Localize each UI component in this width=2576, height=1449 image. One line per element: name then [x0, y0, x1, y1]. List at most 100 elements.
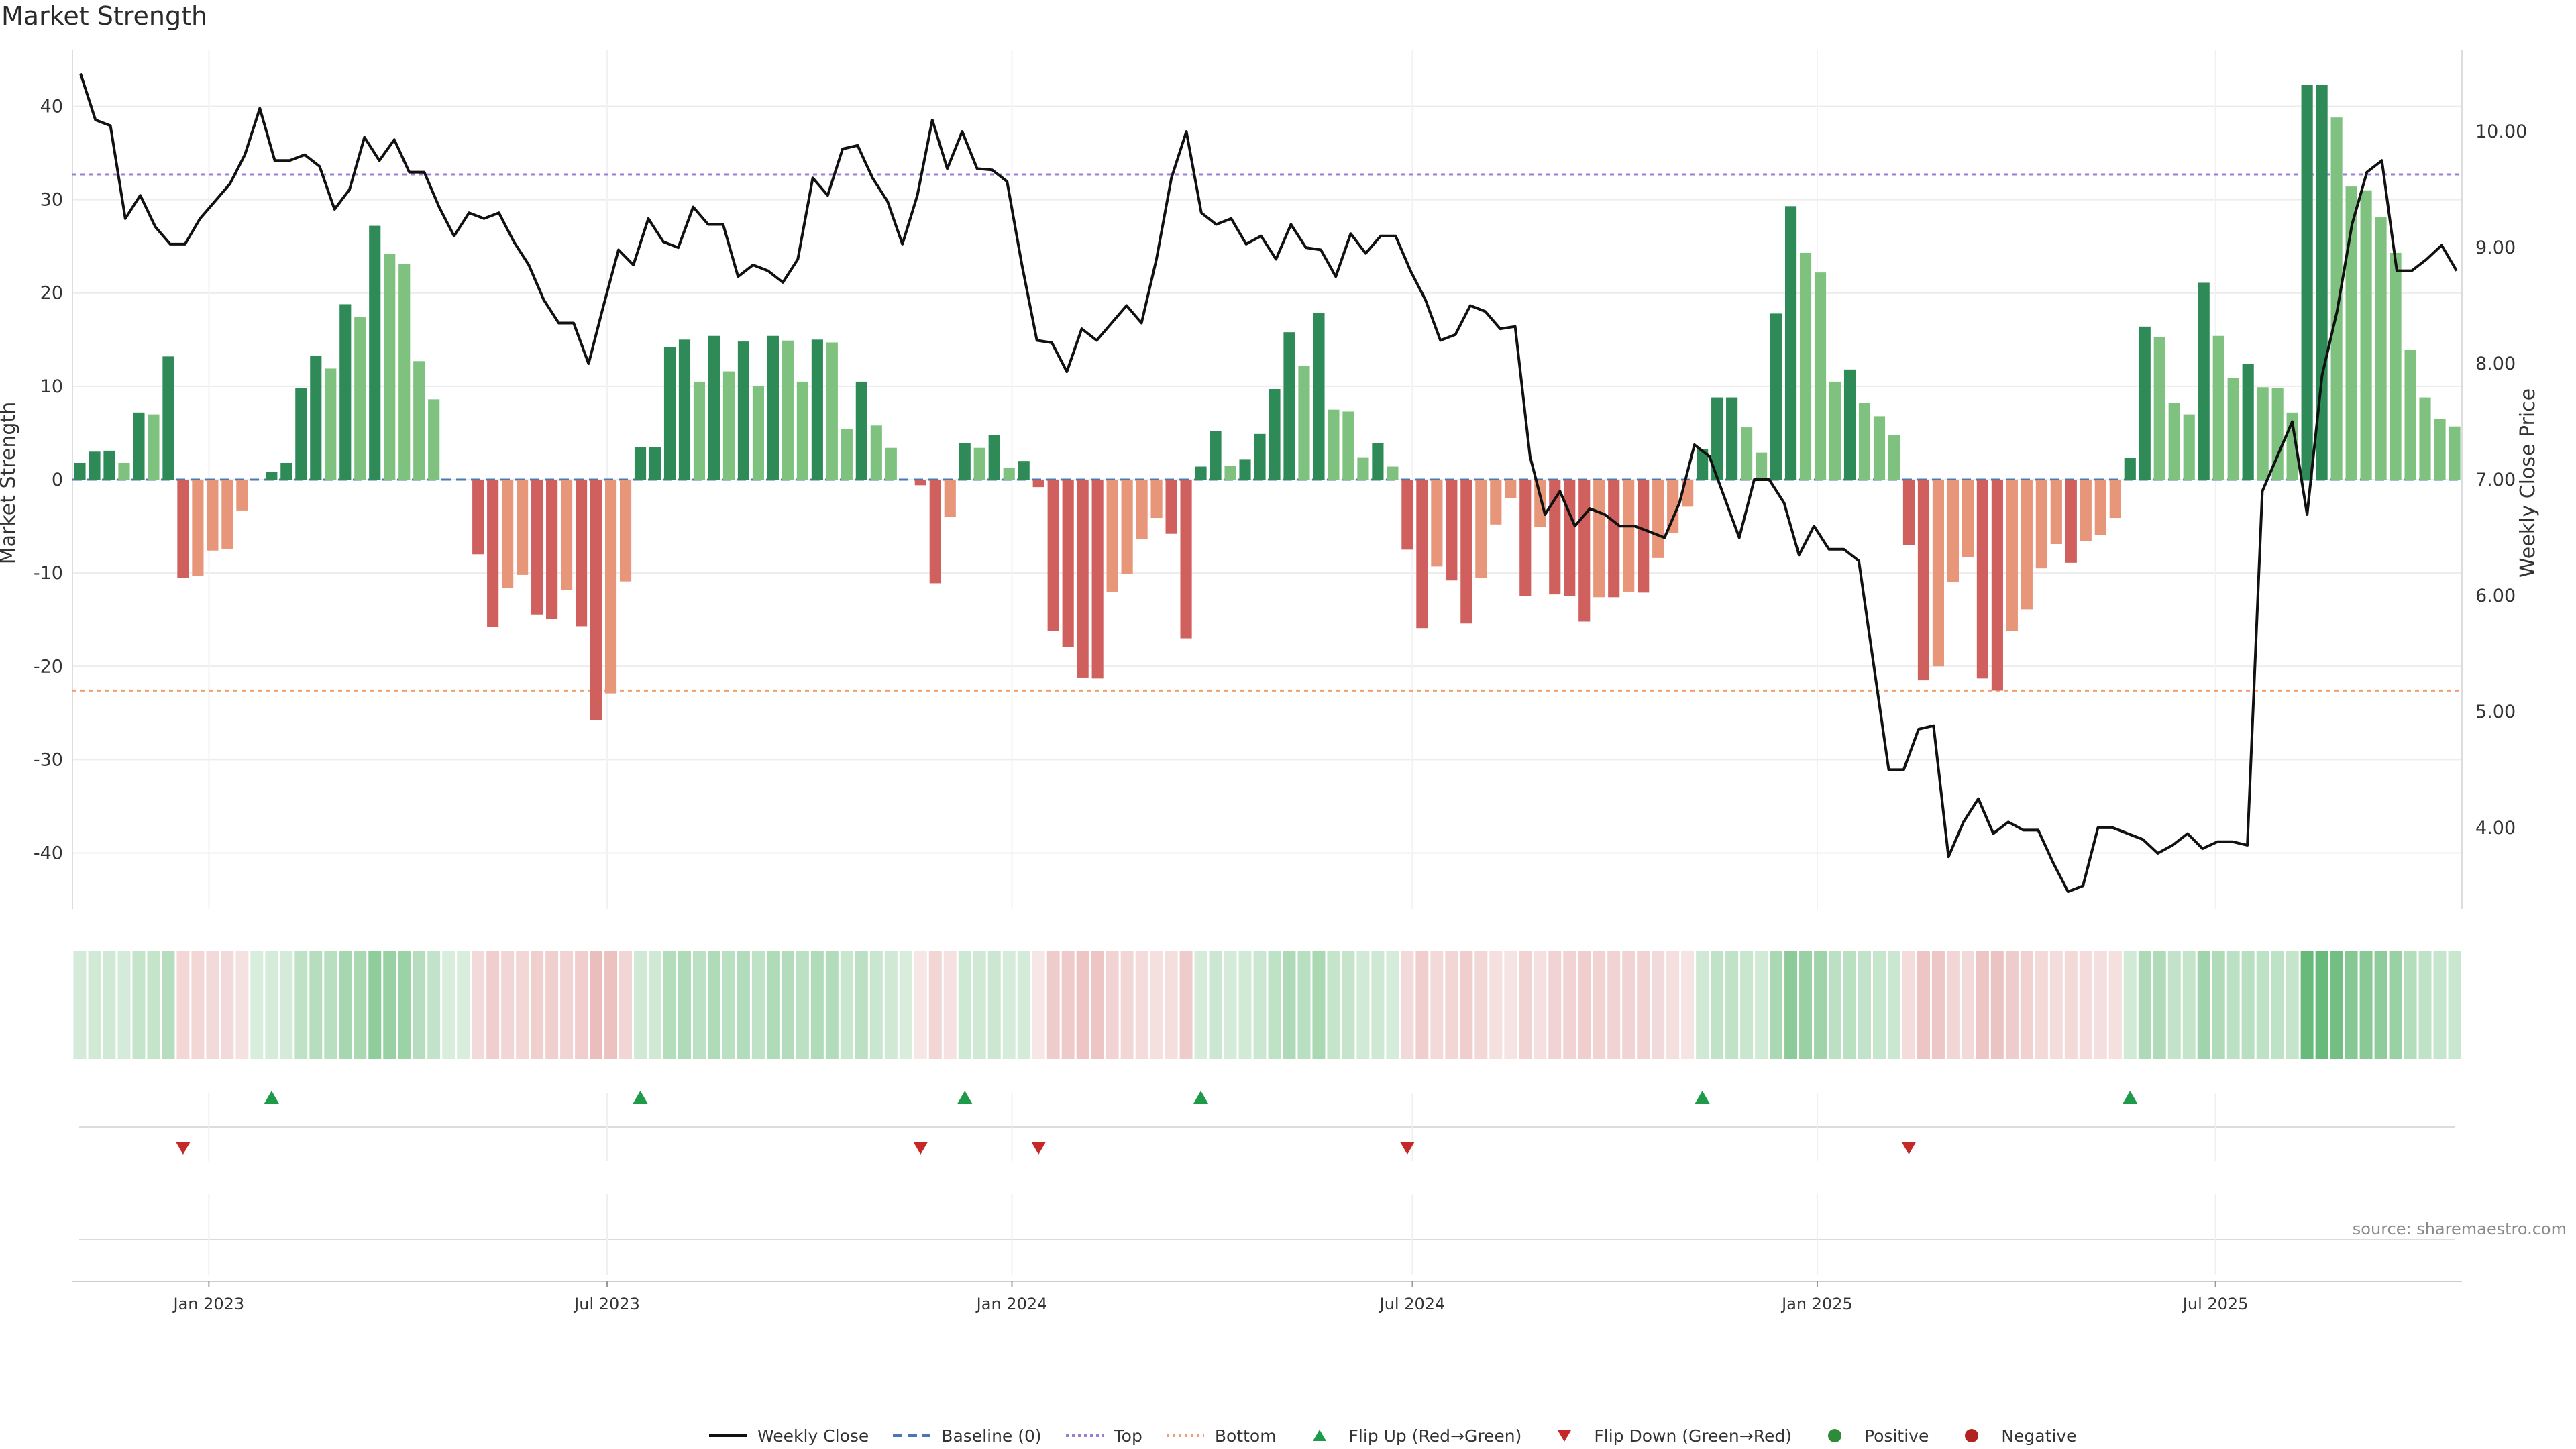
- strength-bar: [561, 480, 573, 590]
- strength-bar: [2065, 480, 2077, 563]
- strength-bar: [1150, 480, 1163, 519]
- heatmap-cell: [2153, 951, 2166, 1059]
- strength-bar: [1269, 389, 1281, 480]
- strength-bar: [1947, 480, 1960, 583]
- heatmap-cell: [1755, 951, 1768, 1059]
- flip-down-marker: [1399, 1142, 1415, 1155]
- strength-bar: [1578, 480, 1591, 622]
- strength-bar: [1106, 480, 1118, 592]
- strength-bar: [1460, 480, 1472, 624]
- strength-bar: [885, 447, 897, 480]
- heatmap-cell: [692, 951, 706, 1059]
- heatmap-cell: [1829, 951, 1842, 1059]
- strength-bar: [310, 355, 322, 480]
- heatmap-cell: [531, 951, 544, 1059]
- heatmap-cell: [472, 951, 485, 1059]
- strength-bar: [369, 225, 381, 480]
- strength-bar: [782, 340, 794, 480]
- x-tick-label: Jan 2023: [172, 1295, 245, 1313]
- strength-bar: [2168, 402, 2180, 480]
- strength-bar: [1047, 480, 1059, 631]
- strength-bar: [2035, 480, 2047, 569]
- strength-bar: [1505, 480, 1517, 498]
- heatmap-cell: [560, 951, 574, 1059]
- strength-bar: [2227, 378, 2239, 480]
- legend-swatch-icon: [1827, 1429, 1841, 1442]
- heatmap-cell: [413, 951, 426, 1059]
- heatmap-cell: [1961, 951, 1974, 1059]
- strength-bar: [1784, 206, 1797, 480]
- flip-up-marker: [2123, 1091, 2138, 1104]
- heatmap-cell: [1386, 951, 1399, 1059]
- heatmap-cell: [545, 951, 559, 1059]
- heatmap-cell: [221, 951, 234, 1059]
- legend-item[interactable]: Bottom: [1165, 1426, 1277, 1446]
- strength-bar: [2153, 337, 2165, 480]
- strength-bar: [678, 339, 691, 480]
- legend-item[interactable]: Baseline (0): [892, 1426, 1042, 1446]
- strength-bar: [2257, 387, 2269, 480]
- strength-bar: [590, 480, 602, 720]
- heatmap-strip: [73, 951, 2461, 1059]
- strength-bar: [162, 356, 174, 480]
- source-credit: source: sharemaestro.com: [2352, 1220, 2567, 1238]
- heatmap-cell: [869, 951, 883, 1059]
- heatmap-cell: [383, 951, 396, 1059]
- heatmap-cell: [2448, 951, 2461, 1059]
- heatmap-cell: [1548, 951, 1562, 1059]
- heatmap-cell: [1135, 951, 1148, 1059]
- strength-bar: [354, 317, 366, 480]
- strength-bar: [472, 480, 484, 555]
- legend-item[interactable]: Flip Up (Red→Green): [1299, 1426, 1521, 1446]
- heatmap-cell: [1622, 951, 1635, 1059]
- heatmap-cell: [1283, 951, 1296, 1059]
- heatmap-cell: [1519, 951, 1532, 1059]
- legend: Weekly Close Baseline (0) Top Bottom Flip Up…: [708, 1426, 2077, 1446]
- strength-bar: [767, 335, 779, 480]
- heatmap-cell: [2345, 951, 2358, 1059]
- heatmap-cell: [1799, 951, 1813, 1059]
- strength-bar: [914, 480, 926, 486]
- heatmap-cell: [2241, 951, 2255, 1059]
- heatmap-cell: [1401, 951, 1414, 1059]
- heatmap-cell: [649, 951, 662, 1059]
- strength-bar: [531, 480, 543, 615]
- strength-bar: [2212, 335, 2224, 480]
- x-tick-label: Jul 2023: [573, 1295, 640, 1313]
- heatmap-cell: [2049, 951, 2063, 1059]
- strength-bar: [2139, 326, 2151, 480]
- strength-bar: [1018, 461, 1030, 480]
- legend-swatch-icon: [1965, 1429, 1979, 1442]
- strength-bar: [502, 480, 514, 588]
- heatmap-cell: [973, 951, 986, 1059]
- legend-item[interactable]: Flip Down (Green→Red): [1544, 1426, 1792, 1446]
- legend-item[interactable]: Negative: [1951, 1426, 2077, 1446]
- heatmap-cell: [1872, 951, 1886, 1059]
- heatmap-cell: [899, 951, 912, 1059]
- strength-bar: [103, 450, 115, 480]
- strength-bar: [1917, 480, 1930, 681]
- legend-label: Flip Down (Green→Red): [1594, 1426, 1792, 1446]
- heatmap-cell: [1460, 951, 1473, 1059]
- heatmap-cell: [1076, 951, 1089, 1059]
- y-tick-label: -40: [34, 843, 63, 864]
- heatmap-cell: [2359, 951, 2373, 1059]
- y2-tick-label: 9.00: [2475, 237, 2516, 258]
- heatmap-cell: [987, 951, 1001, 1059]
- legend-item[interactable]: Top: [1065, 1426, 1142, 1446]
- y2-tick-label: 7.00: [2475, 470, 2516, 490]
- strength-bar: [1549, 480, 1561, 595]
- strength-bar: [1180, 480, 1192, 639]
- legend-item[interactable]: Weekly Close: [708, 1426, 869, 1446]
- strength-bar: [1623, 480, 1635, 592]
- heatmap-cell: [1238, 951, 1252, 1059]
- strength-bar: [428, 399, 440, 480]
- heatmap-cell: [1666, 951, 1680, 1059]
- strength-bar: [1283, 332, 1295, 480]
- strength-bar: [1431, 480, 1443, 567]
- legend-item[interactable]: Positive: [1815, 1426, 1929, 1446]
- heatmap-cell: [1165, 951, 1178, 1059]
- heatmap-cell: [1534, 951, 1547, 1059]
- strength-bar: [1210, 431, 1222, 480]
- strength-bar: [929, 480, 941, 584]
